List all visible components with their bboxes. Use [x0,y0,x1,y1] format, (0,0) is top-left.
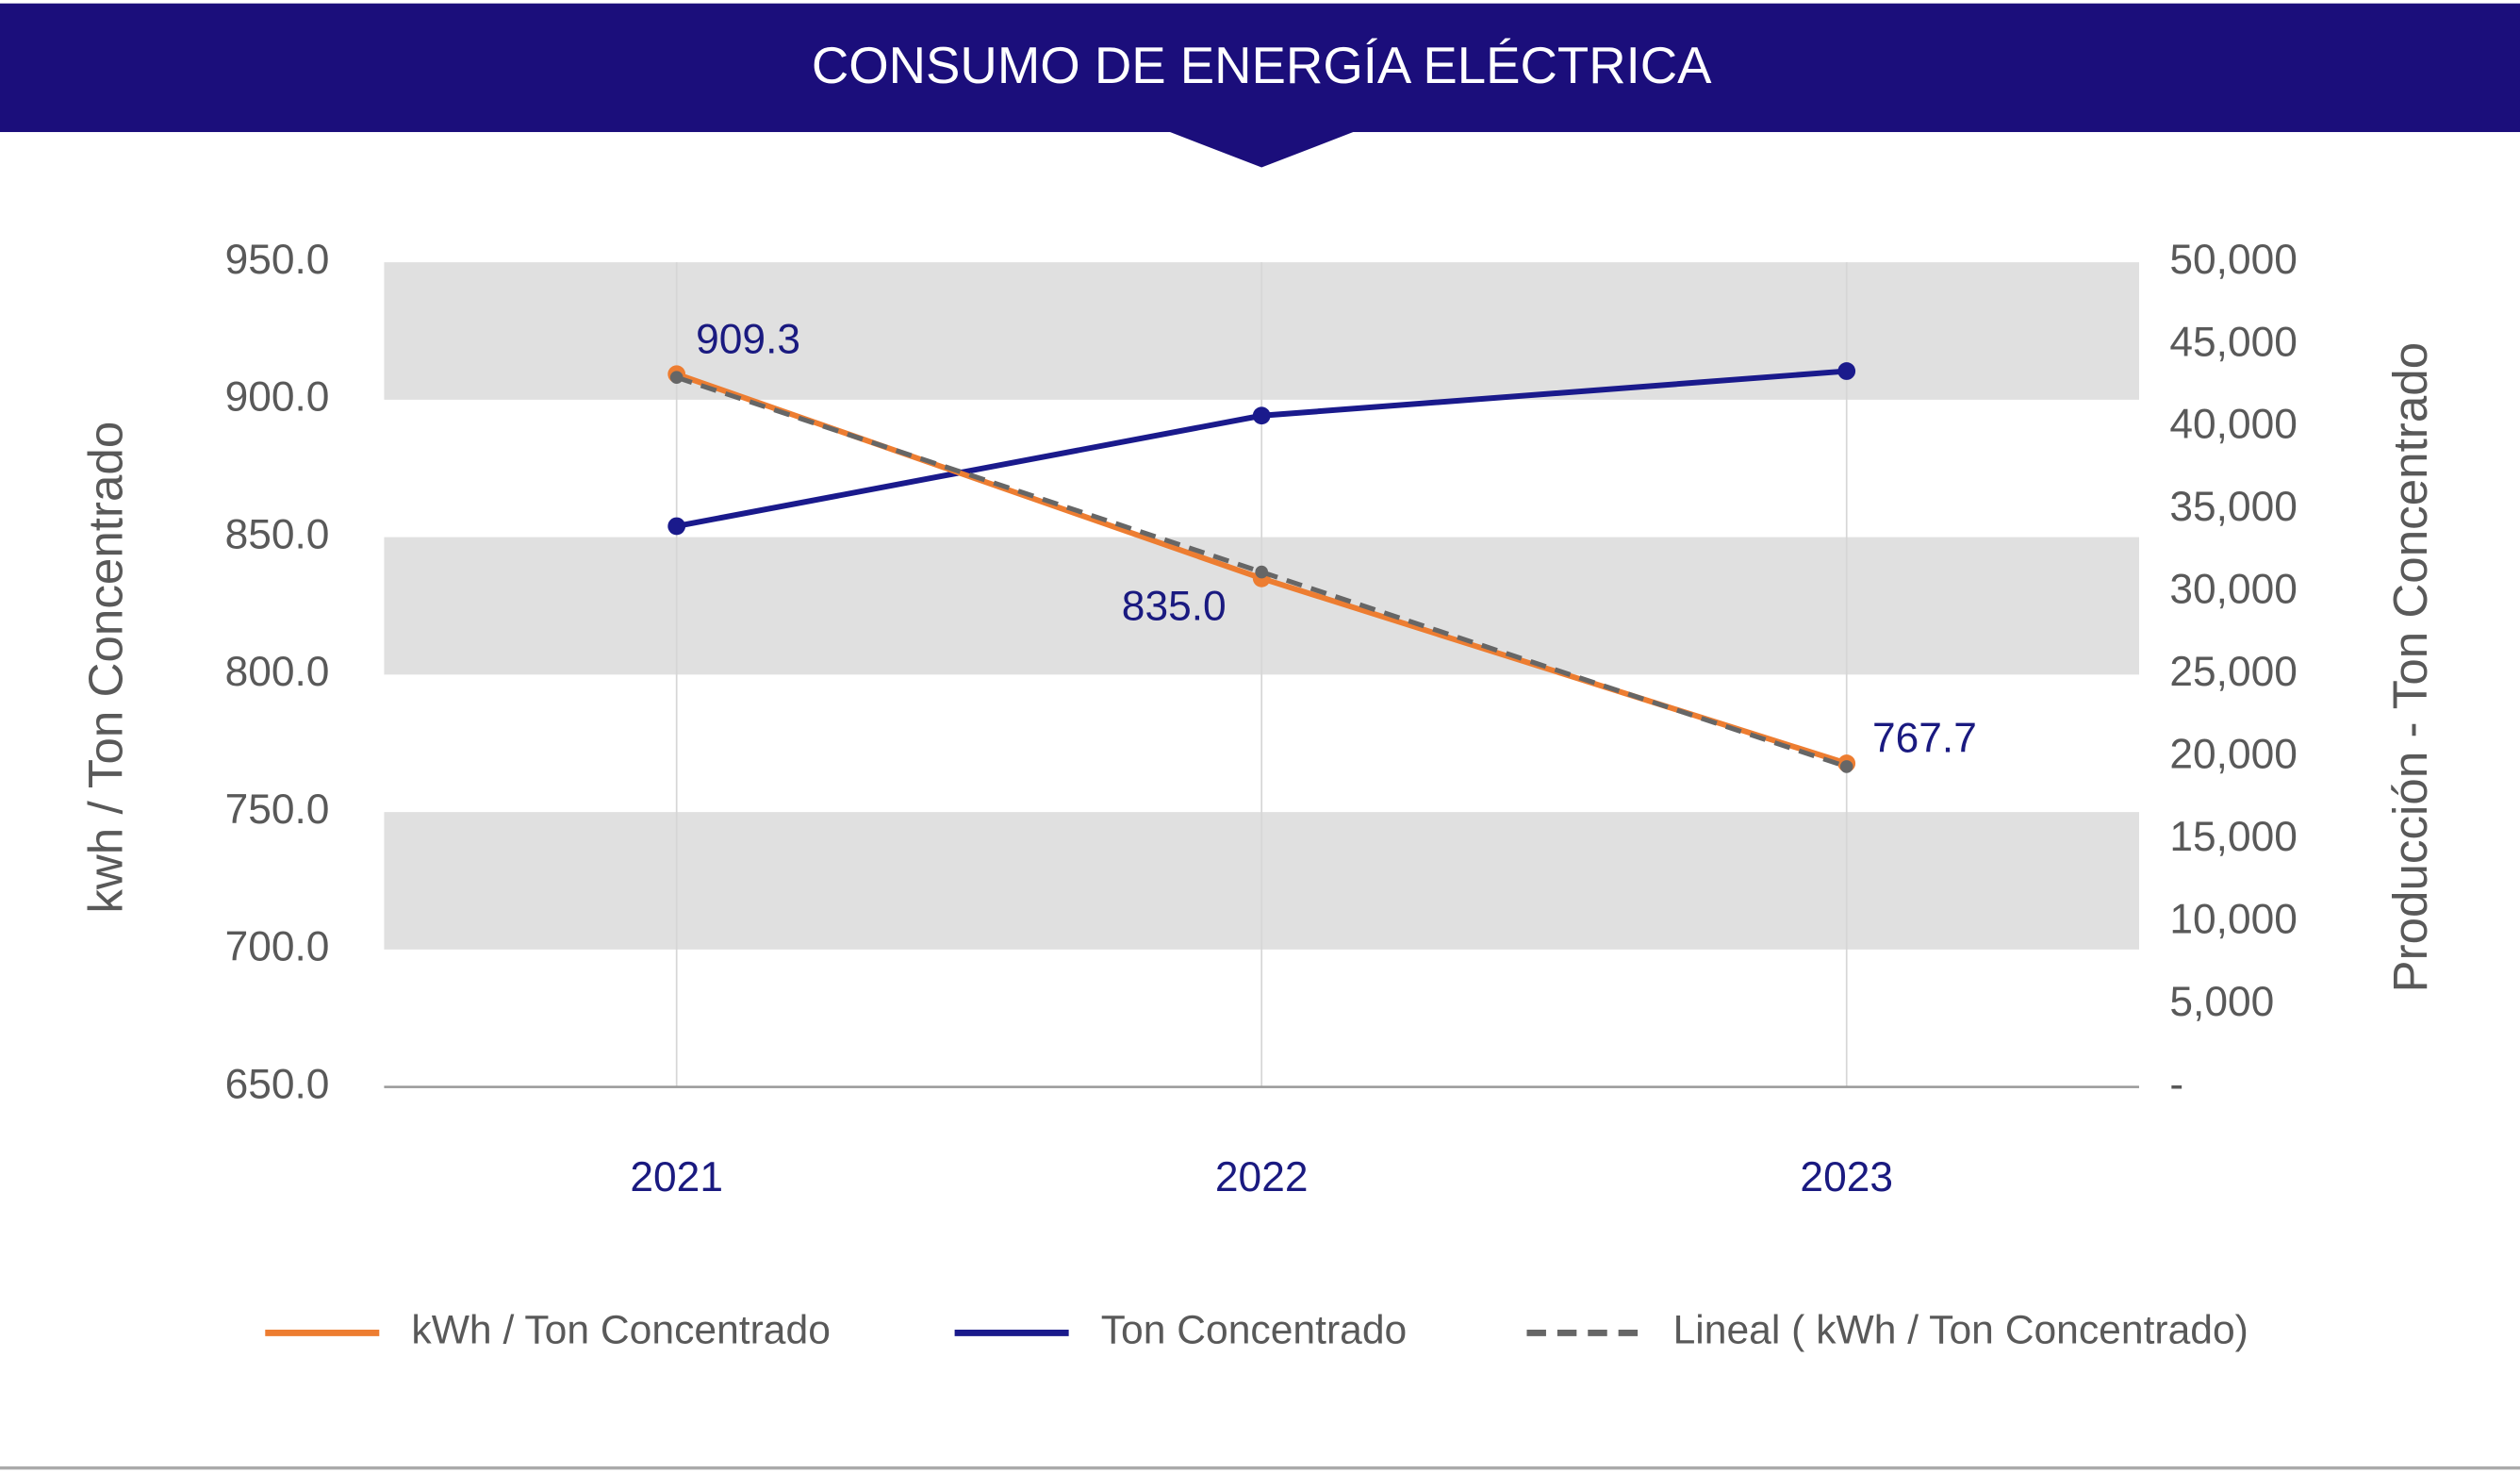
y-tick-label: 800.0 [225,649,330,695]
data-point [1837,362,1856,380]
y2-tick-label: - [2169,1061,2183,1107]
y-tick-label: 900.0 [225,374,330,421]
data-point [1839,760,1853,773]
y2-tick-label: 30,000 [2169,567,2298,613]
y2-tick-label: 5,000 [2169,979,2274,1025]
x-tick-label: 2021 [630,1154,723,1200]
y2-tick-label: 20,000 [2169,732,2298,778]
y-tick-label: 950.0 [225,237,330,283]
data-point [669,371,684,384]
y2-tick-label: 50,000 [2169,237,2298,283]
data-point [1255,565,1269,579]
legend-label: Lineal ( kWh / Ton Concentrado) [1673,1308,2248,1353]
title-pointer [1170,132,1354,168]
y2-tick-label: 45,000 [2169,319,2298,365]
data-point [1252,406,1271,425]
y2-tick-label: 25,000 [2169,649,2298,695]
y-tick-label: 850.0 [225,511,330,557]
chart-title: CONSUMO DE ENERGÍA ELÉCTRICA [812,37,1712,94]
data-point [667,517,686,536]
y-tick-label: 650.0 [225,1061,330,1107]
y2-tick-label: 15,000 [2169,814,2298,860]
data-label: 767.7 [1872,715,1977,761]
y-tick-label: 700.0 [225,924,330,970]
data-label: 835.0 [1122,583,1227,629]
data-label: 909.3 [696,316,800,362]
y2-tick-label: 35,000 [2169,484,2298,530]
x-tick-label: 2022 [1215,1154,1309,1200]
legend-label: kWh / Ton Concentrado [411,1308,830,1353]
y-axis-title: kwh / Ton Concentrado [78,422,132,914]
title-bar [0,3,2520,133]
y2-tick-label: 10,000 [2169,896,2298,942]
y-tick-label: 750.0 [225,786,330,833]
y2-axis-title: Producción - Ton Concentrado [2383,342,2437,993]
x-tick-label: 2023 [1800,1154,1893,1200]
y2-tick-label: 40,000 [2169,402,2298,448]
legend-label: Ton Concentrado [1101,1308,1408,1353]
